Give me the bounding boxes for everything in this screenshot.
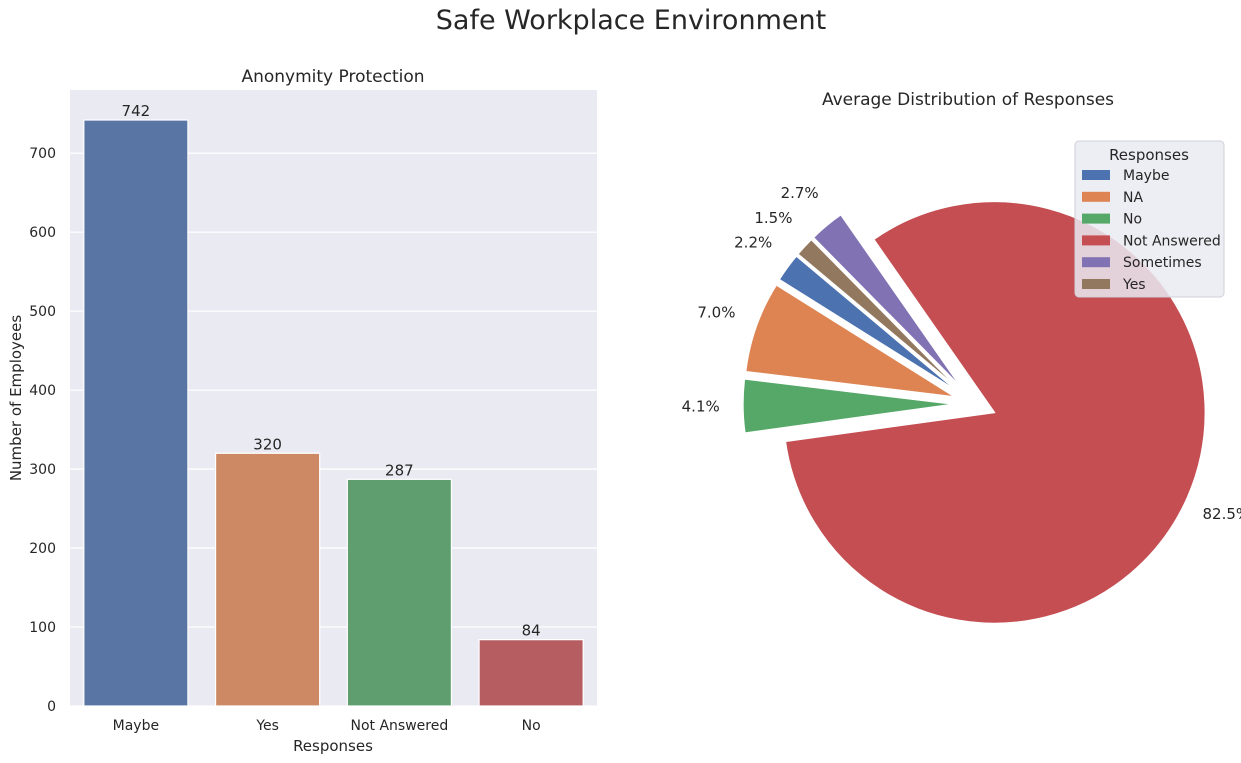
legend-label: Sometimes [1123,255,1202,271]
pie-slice [778,254,959,393]
bar [83,119,189,707]
pie-slice [796,238,961,391]
legend-box [1074,140,1225,298]
bar-value-label: 84 [522,622,541,640]
bar-x-tick-label: Yes [255,718,279,734]
bar [478,639,584,707]
legend-title: Responses [1109,146,1189,164]
bar-y-axis-label: Number of Employees [7,315,25,482]
pie-slice [742,378,955,434]
legend-swatch [1082,191,1110,202]
bar-y-tick-label: 200 [29,541,56,557]
pie-percent-label: 1.5% [754,209,792,227]
pie-percent-labels: 2.2% 7.0% 4.1% 82.5% 2.7% 1.5% [682,184,1241,523]
pie-chart-title: Average Distribution of Responses [822,90,1114,110]
bar-value-label: 742 [122,102,151,120]
legend-label: Maybe [1123,168,1169,184]
bar-y-tick-label: 300 [29,462,56,478]
bar-value-label: 320 [253,435,282,453]
bar-x-tick-label: Maybe [113,718,159,734]
pie-legend: Responses Maybe NA No Not Answered Sometimes… [1074,140,1225,298]
pie-chart: Average Distribution of Responses 2.2% 7.… [682,90,1241,625]
bar-y-tick-label: 500 [29,304,56,320]
pie-slice [812,213,963,389]
figure-title: Safe Workplace Environment [436,5,826,36]
legend-swatch [1082,235,1110,246]
pie-percent-label: 2.7% [781,184,819,202]
bar [346,478,453,707]
pie-slices [742,200,1207,625]
pie-percent-label: 7.0% [697,304,735,322]
bar-series [83,119,584,707]
bar-x-axis-label: Responses [293,737,373,755]
bar-y-tick-label: 400 [29,383,56,399]
pie-slice [784,200,1207,625]
bar-y-tick-label: 0 [47,699,56,715]
bar-value-label: 287 [385,461,414,479]
pie-percent-label: 2.2% [734,234,772,252]
bar-y-tick-labels: 0 100 200 300 400 500 600 700 [29,146,56,715]
bar-x-tick-label: No [522,718,541,734]
legend-swatch [1082,257,1110,268]
pie-slice [744,283,956,398]
pie-percent-label: 4.1% [682,397,720,415]
bar [214,452,321,707]
bar-y-tick-label: 100 [29,620,56,636]
legend-label: Yes [1122,277,1146,293]
legend-label: No [1123,212,1142,228]
bar-x-tick-labels: Maybe Yes Not Answered No [113,718,541,734]
legend-swatch [1082,279,1110,289]
legend-label: NA [1123,190,1143,206]
pie-percent-label: 82.5% [1202,505,1241,523]
bar-x-tick-label: Not Answered [351,718,449,734]
bar-y-tick-label: 700 [29,146,56,162]
legend-label: Not Answered [1123,233,1221,249]
bar-y-tick-label: 600 [29,225,56,241]
bar-chart: 0 100 200 300 400 500 600 700 Maybe Yes Not Answe… [7,67,597,755]
bar-value-labels: 742 320 287 84 [122,102,541,640]
legend-items: Maybe NA No Not Answered Sometimes Yes [1082,168,1221,293]
bar-chart-title: Anonymity Protection [241,67,424,87]
legend-swatch [1082,213,1110,224]
legend-swatch [1082,170,1110,180]
